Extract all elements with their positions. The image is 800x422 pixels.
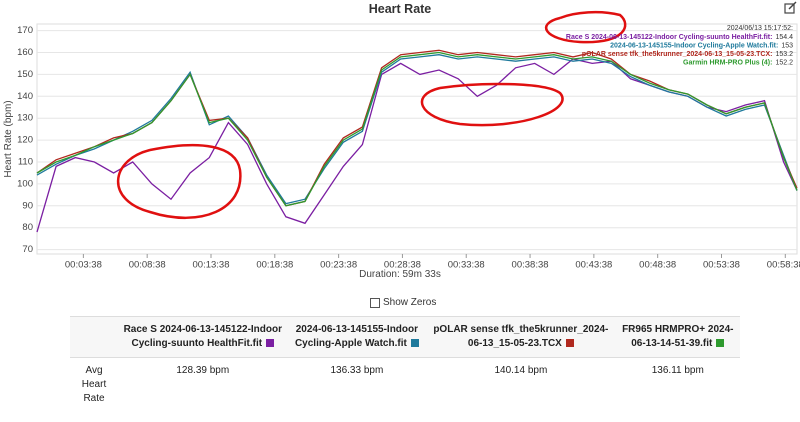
tooltip-value: 154.4 [775,34,793,41]
tooltip-item: Race S 2024-06-13-145122-Indoor Cycling-… [566,34,793,41]
y-tick-label: 150 [17,69,33,80]
x-tick-label: 00:23:38 [320,260,357,271]
column-label: 2024-06-13-145155-Indoor Cycling-Apple W… [294,324,419,349]
tooltip-value: 153 [781,43,793,50]
x-tick-label: 00:58:38 [767,260,800,271]
show-zeros-toggle[interactable]: Show Zeros [370,297,436,308]
chart: Heart Rate Heart Rate (bpm) Duration: 59… [3,1,800,280]
tooltip-item: pOLAR sense tfk_the5krunner_2024-06-13_1… [582,51,793,58]
annotation-circle [545,10,627,44]
table-row: Avg Heart Rate 128.39 bpm 136.33 bpm 140.14… [70,358,740,413]
x-tick-label: 00:13:38 [193,260,230,271]
y-tick-label: 100 [17,178,33,189]
table-cell: Avg Heart Rate [81,365,107,404]
tooltip-label: 2024-06-13-145155-Indoor Cycling-Apple W… [610,43,778,50]
annotation-circle [116,144,242,220]
y-tick-label: 120 [17,135,33,146]
tooltip-value: 152.2 [775,60,793,67]
chart-title: Heart Rate [369,2,432,16]
tooltip-label: Race S 2024-06-13-145122-Indoor Cycling-… [566,34,773,41]
summary-table: Race S 2024-06-13-145122-Indoor Cycling-… [70,316,740,412]
checkbox[interactable] [370,297,380,308]
column-label: Race S 2024-06-13-145122-Indoor Cycling-… [123,324,282,349]
table-cell: 136.33 bpm [330,365,384,376]
table-body: Avg Heart Rate 128.39 bpm 136.33 bpm 140.14… [70,358,740,413]
header-cell [70,317,118,358]
annotations [116,10,627,220]
column-label: pOLAR sense tfk_the5krunner_2024-06-13_1… [433,324,609,349]
x-axis-label: Duration: 59m 33s [359,269,441,280]
y-tick-label: 110 [18,157,33,168]
x-tick-label: 00:38:38 [512,260,549,271]
annotation-circle [420,82,564,127]
color-swatch [565,339,574,348]
color-swatch [716,339,725,348]
color-swatch [266,339,275,348]
color-swatch [410,339,419,348]
tooltip-value: 153.2 [775,51,793,58]
x-tick-label: 00:53:38 [703,260,740,271]
table-header: Race S 2024-06-13-145122-Indoor Cycling-… [70,316,740,358]
header-cell: 2024-06-13-145155-Indoor Cycling-Apple W… [288,317,427,358]
series-line [36,54,798,205]
series-line [36,51,798,207]
header-cell: pOLAR sense tfk_the5krunner_2024-06-13_1… [426,317,615,358]
header-cell: FR965 HRMPRO+ 2024-06-13-14-51-39.fit [616,317,740,358]
x-tick-label: 00:48:38 [639,260,676,271]
edit-icon[interactable] [784,1,797,14]
tooltip-time: 2024/06/13 15:17:52: [727,25,793,32]
y-tick-label: 90 [22,200,33,211]
x-tick-label: 00:33:38 [448,260,485,271]
column-label: FR965 HRMPRO+ 2024-06-13-14-51-39.fit [622,324,734,349]
checkbox-label: Show Zeros [383,297,437,308]
x-tick-label: 00:28:38 [384,260,421,271]
y-tick-label: 170 [17,25,33,36]
tooltip-item: 2024-06-13-145155-Indoor Cycling-Apple W… [610,43,793,50]
table-cell: 140.14 bpm [494,365,548,376]
tooltip: 2024/06/13 15:17:52: Race S 2024-06-13-14… [566,25,793,67]
x-tick-label: 00:03:38 [65,260,102,271]
tooltip-label: pOLAR sense tfk_the5krunner_2024-06-13_1… [582,51,773,58]
x-tick-label: 00:43:38 [575,260,612,271]
table-cell: 128.39 bpm [176,365,230,376]
tooltip-item: Garmin HRM-PRO Plus (4): 152.2 [683,60,793,67]
tooltip-label: Garmin HRM-PRO Plus (4): [683,60,772,67]
y-tick-label: 130 [17,113,33,124]
x-tick-label: 00:18:38 [256,260,293,271]
x-tick-label: 00:08:38 [129,260,166,271]
y-axis-label: Heart Rate (bpm) [3,100,14,177]
y-tick-label: 140 [17,91,33,102]
plot-area [36,23,798,255]
y-tick-label: 160 [17,47,33,58]
y-tick-label: 70 [22,244,33,255]
header-cell: Race S 2024-06-13-145122-Indoor Cycling-… [118,317,288,358]
table-cell: 136.11 bpm [651,365,704,376]
y-tick-label: 80 [22,222,33,233]
